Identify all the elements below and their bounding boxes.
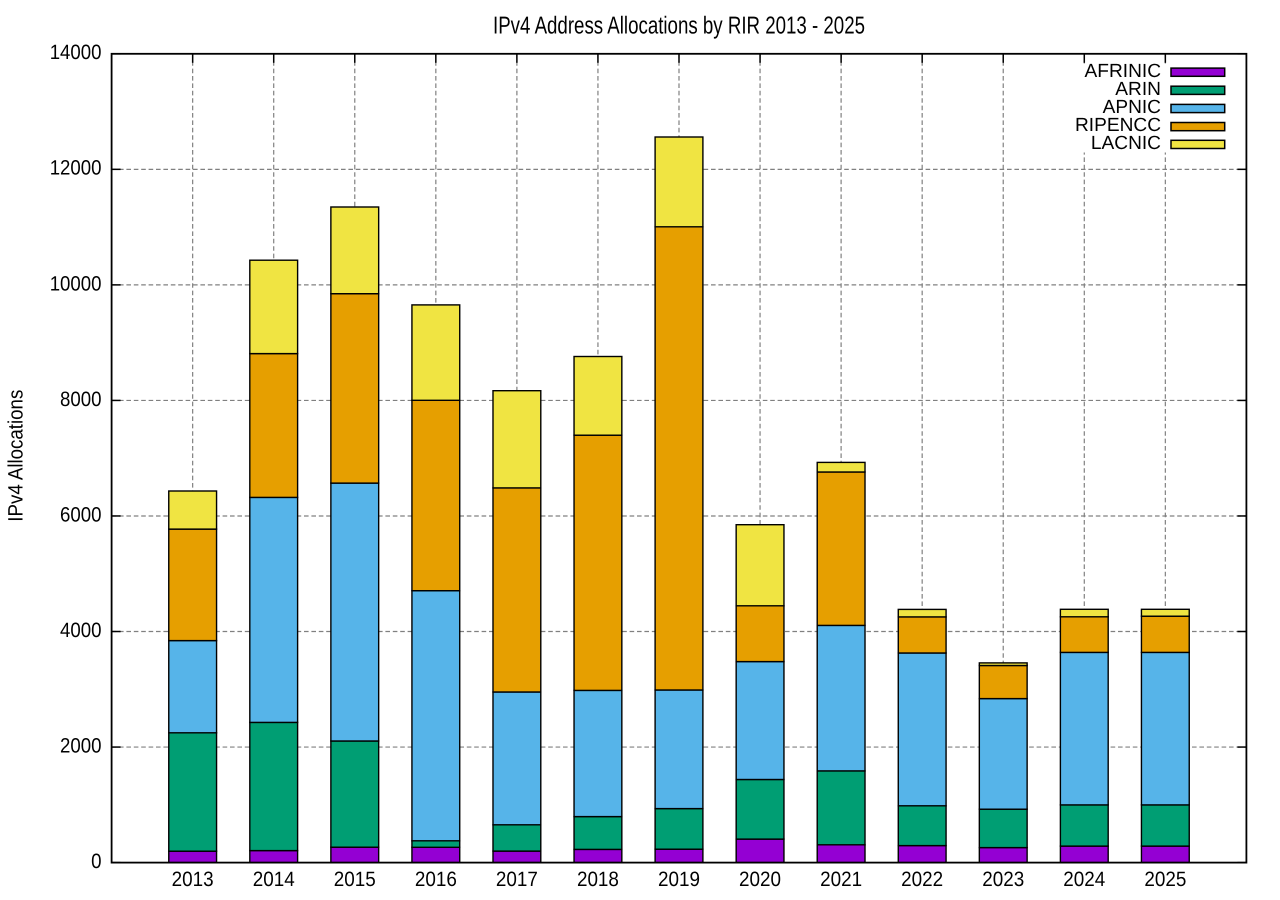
svg-text:6000: 6000: [60, 503, 102, 526]
svg-text:2016: 2016: [415, 868, 457, 891]
svg-text:2017: 2017: [496, 868, 538, 891]
svg-text:LACNIC: LACNIC: [1091, 133, 1161, 154]
svg-text:2014: 2014: [253, 868, 295, 891]
svg-text:ARIN: ARIN: [1115, 79, 1161, 100]
svg-text:2015: 2015: [334, 868, 376, 891]
svg-text:AFRINIC: AFRINIC: [1085, 61, 1162, 82]
svg-text:2023: 2023: [982, 868, 1024, 891]
svg-text:2019: 2019: [658, 868, 700, 891]
svg-text:2000: 2000: [60, 734, 102, 757]
svg-text:2018: 2018: [577, 868, 619, 891]
svg-text:4000: 4000: [60, 619, 102, 642]
svg-text:2025: 2025: [1144, 868, 1186, 891]
svg-text:2020: 2020: [739, 868, 781, 891]
svg-text:2013: 2013: [172, 868, 214, 891]
svg-text:14000: 14000: [50, 41, 102, 64]
svg-text:IPv4 Allocations: IPv4 Allocations: [5, 390, 28, 522]
svg-text:10000: 10000: [50, 272, 102, 295]
svg-text:0: 0: [91, 850, 101, 873]
svg-text:12000: 12000: [50, 157, 102, 180]
svg-text:APNIC: APNIC: [1103, 97, 1161, 118]
svg-text:2022: 2022: [901, 868, 943, 891]
svg-text:2021: 2021: [820, 868, 862, 891]
svg-text:RIPENCC: RIPENCC: [1075, 115, 1161, 136]
svg-text:8000: 8000: [60, 388, 102, 411]
svg-text:IPv4 Address Allocations by RI: IPv4 Address Allocations by RIR 2013 - 2…: [493, 12, 865, 39]
svg-text:2024: 2024: [1063, 868, 1105, 891]
